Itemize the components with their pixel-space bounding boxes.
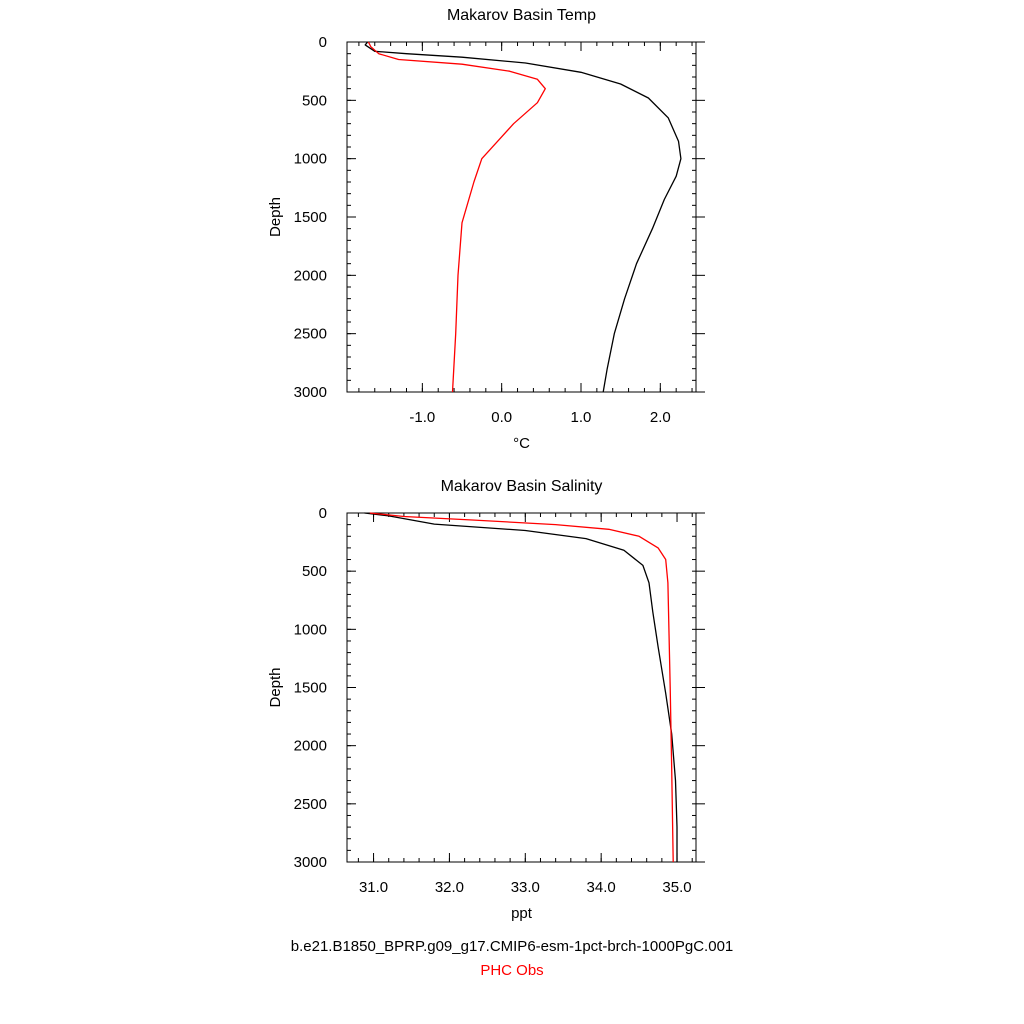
salinity-x-tick-label: 35.0 — [662, 879, 691, 896]
temp-y-tick-label: 0 — [319, 34, 327, 51]
temp-x-tick-label: -1.0 — [409, 409, 435, 426]
temp-plot-frame — [346, 41, 697, 393]
salinity-y-tick-label: 2500 — [294, 796, 327, 813]
temp-obs-line — [367, 41, 546, 393]
salinity-plot-frame — [346, 512, 697, 863]
temp-y-tick-label: 3000 — [294, 384, 327, 401]
salinity-y-tick-label: 2000 — [294, 738, 327, 755]
temp-y-axis-label: Depth — [267, 197, 284, 237]
temp-y-tick-label: 1500 — [294, 209, 327, 226]
salinity-title: Makarov Basin Salinity — [441, 478, 603, 495]
salinity-y-axis-label: Depth — [267, 667, 284, 707]
salinity-x-tick-label: 34.0 — [587, 879, 616, 896]
temp-y-tick-label: 500 — [302, 92, 327, 109]
temp-y-tick-label: 2000 — [294, 267, 327, 284]
temp-title: Makarov Basin Temp — [447, 7, 596, 24]
salinity-x-axis-label: ppt — [511, 905, 533, 922]
salinity-x-tick-label: 32.0 — [435, 879, 464, 896]
salinity-y-tick-label: 1000 — [294, 621, 327, 638]
temp-model-line — [364, 41, 682, 393]
salinity-obs-line — [369, 512, 674, 863]
legend-phc-obs: PHC Obs — [480, 962, 544, 979]
temp-x-tick-label: 2.0 — [650, 409, 671, 426]
legend-model-run: b.e21.B1850_BPRP.g09_g17.CMIP6-esm-1pct-… — [290, 938, 734, 955]
salinity-x-tick-label: 31.0 — [359, 879, 388, 896]
temp-x-tick-label: 0.0 — [491, 409, 512, 426]
salinity-x-tick-label: 33.0 — [511, 879, 540, 896]
salinity-y-tick-label: 3000 — [294, 854, 327, 871]
temp-plot: -1.0 0.0 1.0 2.0 0 500 1000 1500 2000 2500 3000 Mak… — [267, 7, 705, 452]
salinity-y-tick-label: 500 — [302, 563, 327, 580]
salinity-y-tick-label: 0 — [319, 505, 327, 522]
salinity-model-line — [364, 512, 678, 862]
temp-x-tick-label: 1.0 — [571, 409, 592, 426]
temp-y-tick-label: 1000 — [294, 151, 327, 168]
salinity-plot: 31.0 32.0 33.0 34.0 35.0 0 500 1000 1500 2000 2500… — [267, 478, 705, 922]
salinity-y-tick-label: 1500 — [294, 680, 327, 697]
temp-x-axis-label: °C — [513, 435, 530, 452]
temp-y-tick-label: 2500 — [294, 326, 327, 343]
